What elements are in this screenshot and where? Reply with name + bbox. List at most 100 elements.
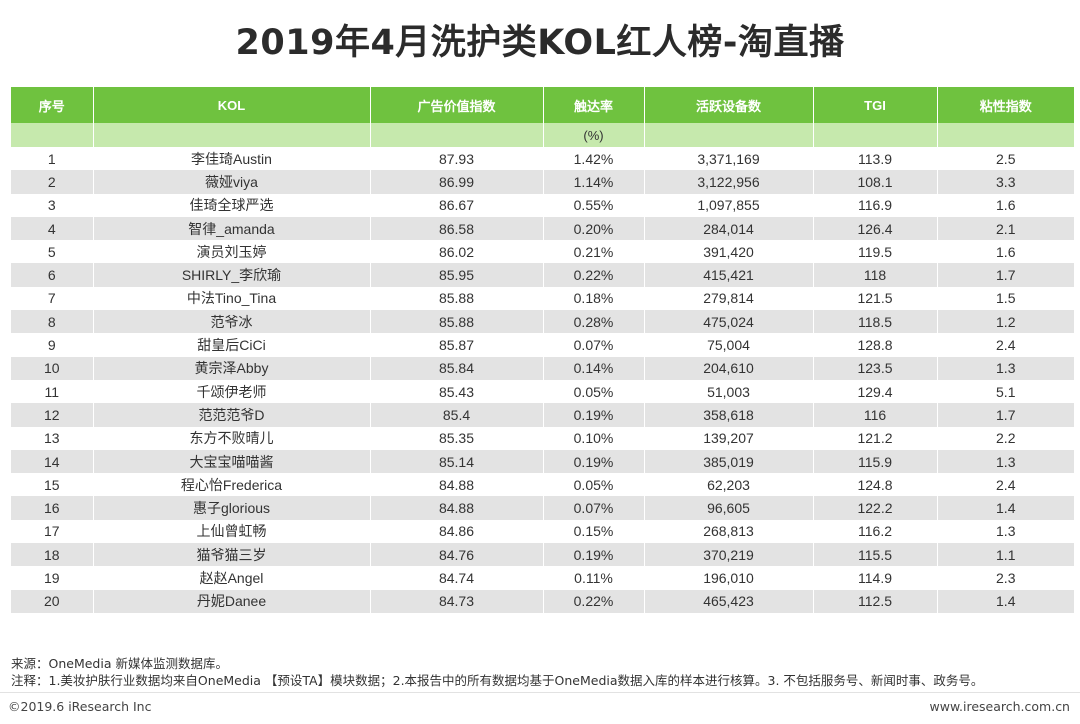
stickiness-cell: 1.3 [937,519,1074,544]
footer-divider [0,692,1080,693]
table-row: 18 猫爷猫三岁 84.76 0.19% 370,219 115.5 1.1 [11,543,1074,567]
stickiness-cell: 2.1 [937,216,1074,241]
active-devices-cell: 96,605 [644,496,814,520]
kol-name-cell: 赵赵Angel [93,566,371,590]
table-row: 14 大宝宝喵喵酱 85.14 0.19% 385,019 115.9 1.3 [11,449,1074,474]
kol-name-cell: 丹妮Danee [93,589,371,613]
rank-cell: 9 [11,333,94,357]
kol-name-cell: 佳琦全球严选 [93,193,371,217]
reach-rate-cell: 0.18% [543,286,645,311]
table-row: 7 中法Tino_Tina 85.88 0.18% 279,814 121.5 1.5 [11,286,1074,311]
kol-name-cell: 上仙曾虹畅 [93,519,371,544]
website-text: www.iresearch.com.cn [929,699,1071,714]
table-row: 9 甜皇后CiCi 85.87 0.07% 75,004 128.8 2.4 [11,333,1074,357]
rank-cell: 16 [11,496,94,520]
tgi-cell: 108.1 [813,170,938,194]
active-devices-cell: 279,814 [644,286,814,311]
active-devices-cell: 62,203 [644,473,814,497]
ad-value-cell: 86.58 [370,216,544,241]
unit-cell [11,123,94,147]
reach-rate-cell: 0.07% [543,496,645,520]
tgi-cell: 113.9 [813,147,938,171]
stickiness-cell: 1.5 [937,286,1074,311]
stickiness-cell: 2.5 [937,147,1074,171]
tgi-cell: 116.2 [813,519,938,544]
reach-rate-cell: 0.19% [543,403,645,427]
ad-value-cell: 84.73 [370,589,544,613]
table-row: 13 东方不败晴儿 85.35 0.10% 139,207 121.2 2.2 [11,426,1074,450]
rank-cell: 8 [11,310,94,334]
active-devices-cell: 358,618 [644,403,814,427]
tgi-cell: 118.5 [813,310,938,334]
header-stickiness-index: 粘性指数 [937,87,1074,123]
rank-cell: 11 [11,379,94,404]
active-devices-cell: 139,207 [644,426,814,450]
active-devices-cell: 391,420 [644,240,814,264]
tgi-cell: 122.2 [813,496,938,520]
rank-cell: 4 [11,216,94,241]
tgi-cell: 119.5 [813,240,938,264]
kol-name-cell: 猫爷猫三岁 [93,543,371,567]
page-title: 2019年4月洗护类KOL红人榜-淘直播 [235,23,845,63]
ad-value-cell: 87.93 [370,147,544,171]
rank-cell: 19 [11,566,94,590]
tgi-cell: 114.9 [813,566,938,590]
stickiness-cell: 2.3 [937,566,1074,590]
table-row: 10 黄宗泽Abby 85.84 0.14% 204,610 123.5 1.3 [11,356,1074,380]
ad-value-cell: 85.14 [370,449,544,474]
unit-cell [93,123,371,147]
active-devices-cell: 1,097,855 [644,193,814,217]
reach-rate-cell: 0.20% [543,216,645,241]
kol-name-cell: 范爷冰 [93,310,371,334]
rank-cell: 5 [11,240,94,264]
table-row: 20 丹妮Danee 84.73 0.22% 465,423 112.5 1.4 [11,589,1074,613]
active-devices-cell: 3,371,169 [644,147,814,171]
stickiness-cell: 1.1 [937,543,1074,567]
rank-cell: 10 [11,356,94,380]
ad-value-cell: 85.35 [370,426,544,450]
stickiness-cell: 1.7 [937,403,1074,427]
ad-value-cell: 84.76 [370,543,544,567]
unit-cell [370,123,544,147]
active-devices-cell: 51,003 [644,379,814,404]
header-tgi: TGI [813,87,938,123]
reach-rate-cell: 0.14% [543,356,645,380]
tgi-cell: 115.5 [813,543,938,567]
ad-value-cell: 85.95 [370,263,544,287]
reach-rate-cell: 0.11% [543,566,645,590]
kol-name-cell: 中法Tino_Tina [93,286,371,311]
kol-name-cell: 甜皇后CiCi [93,333,371,357]
active-devices-cell: 385,019 [644,449,814,474]
rank-cell: 12 [11,403,94,427]
ad-value-cell: 85.84 [370,356,544,380]
rank-cell: 7 [11,286,94,311]
tgi-cell: 126.4 [813,216,938,241]
reach-rate-cell: 0.05% [543,379,645,404]
stickiness-cell: 2.4 [937,333,1074,357]
table-row: 11 千颂伊老师 85.43 0.05% 51,003 129.4 5.1 [11,379,1074,404]
table-body: 1 李佳琦Austin 87.93 1.42% 3,371,169 113.9 2.5 2 薇娅… [11,147,1074,613]
stickiness-cell: 3.3 [937,170,1074,194]
copyright-text: ©2019.6 iResearch Inc [8,699,152,714]
tgi-cell: 129.4 [813,379,938,404]
tgi-cell: 121.5 [813,286,938,311]
active-devices-cell: 3,122,956 [644,170,814,194]
table-row: 12 范范范爷D 85.4 0.19% 358,618 116 1.7 [11,403,1074,427]
ad-value-cell: 84.88 [370,473,544,497]
reach-rate-cell: 0.07% [543,333,645,357]
unit-cell [937,123,1075,147]
table-header-row: 序号 KOL 广告价值指数 触达率 活跃设备数 TGI 粘性指数 [11,87,1074,123]
rank-cell: 1 [11,147,94,171]
tgi-cell: 116.9 [813,193,938,217]
source-note: 来源：OneMedia 新媒体监测数据库。 [11,656,228,671]
stickiness-cell: 1.4 [937,496,1074,520]
header-ad-value-index: 广告价值指数 [370,87,544,123]
tgi-cell: 124.8 [813,473,938,497]
kol-name-cell: 大宝宝喵喵酱 [93,449,371,474]
kol-name-cell: 千颂伊老师 [93,379,371,404]
stickiness-cell: 1.7 [937,263,1074,287]
ad-value-cell: 85.88 [370,286,544,311]
reach-rate-cell: 0.19% [543,449,645,474]
rank-cell: 20 [11,589,94,613]
table-row: 15 程心怡Frederica 84.88 0.05% 62,203 124.8 2.4 [11,473,1074,497]
